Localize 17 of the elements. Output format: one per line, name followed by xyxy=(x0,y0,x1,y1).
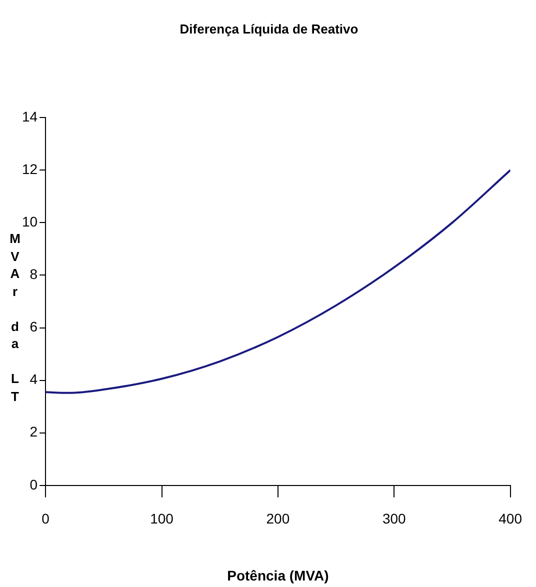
y-tick-label: 8 xyxy=(30,266,38,282)
x-tick-label: 300 xyxy=(382,510,406,527)
y-tick-label: 0 xyxy=(30,476,38,492)
y-tick-label: 12 xyxy=(22,161,38,177)
y-tick-label: 4 xyxy=(30,371,38,388)
x-tick-label: 400 xyxy=(498,510,522,527)
x-tick-label: 200 xyxy=(266,510,290,527)
y-tick-label: 14 xyxy=(22,108,38,124)
chart-title: Diferença Líquida de Reativo xyxy=(180,21,358,36)
x-axis-title: Potência (MVA) xyxy=(227,567,329,584)
x-tick-label: 0 xyxy=(42,510,50,527)
y-tick-label: 6 xyxy=(30,318,38,335)
y-tick-label: 10 xyxy=(22,214,38,230)
text: MVAr da LT xyxy=(10,231,20,404)
x-tick-label: 100 xyxy=(150,510,174,527)
y-tick-label: 2 xyxy=(30,424,38,440)
line-series xyxy=(46,169,510,394)
